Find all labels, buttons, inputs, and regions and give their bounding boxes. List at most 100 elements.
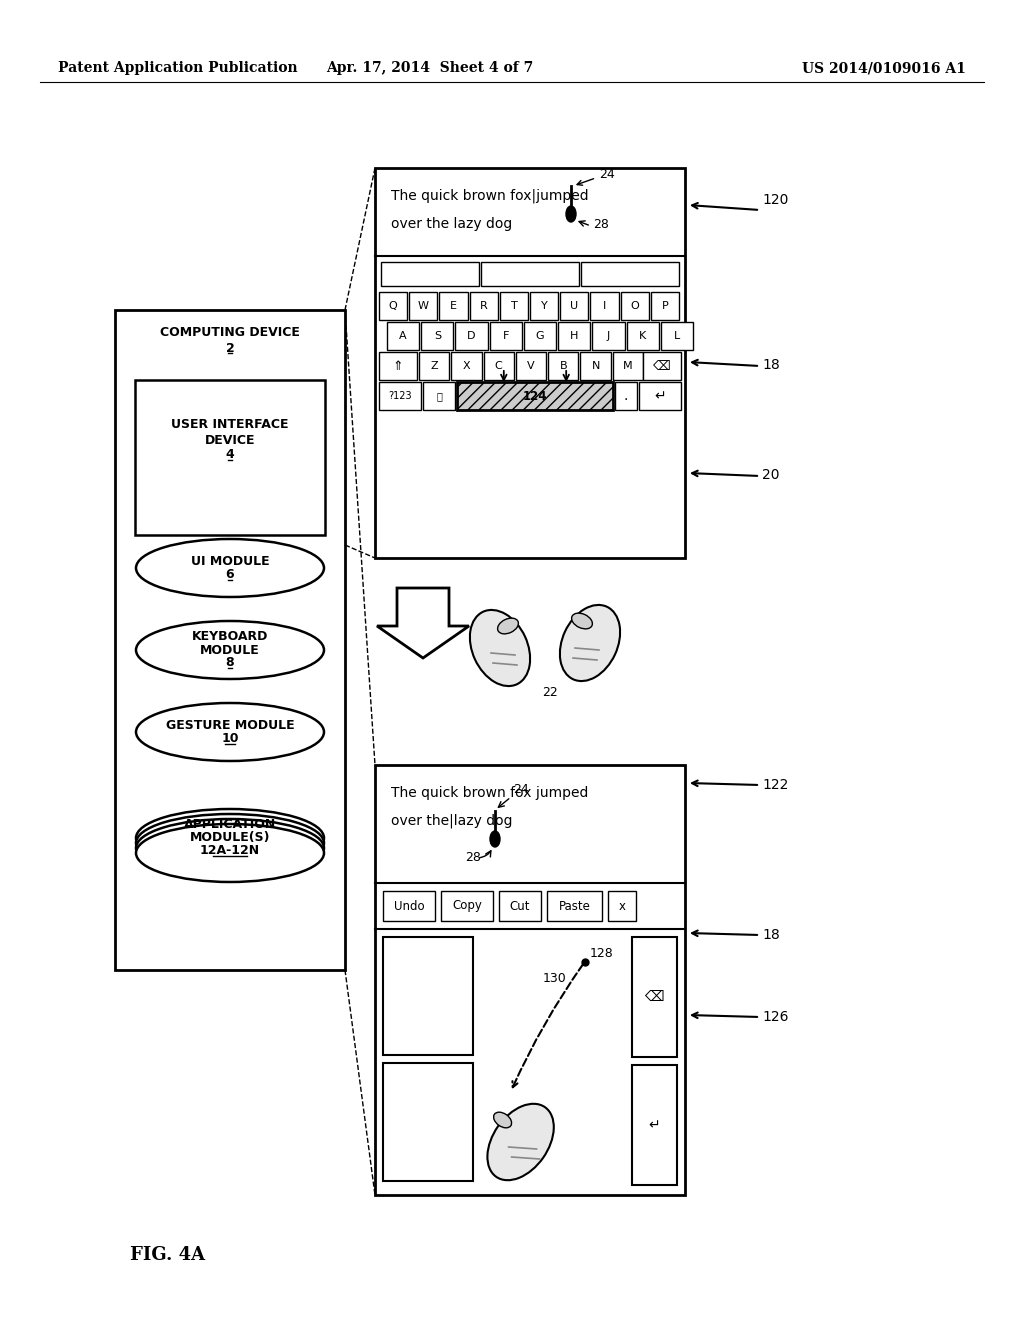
Text: 128: 128: [590, 946, 613, 960]
Text: Q: Q: [389, 301, 397, 312]
Ellipse shape: [136, 620, 324, 678]
Text: 10: 10: [221, 733, 239, 744]
Text: over the lazy dog: over the lazy dog: [391, 216, 512, 231]
Bar: [483, 352, 514, 380]
Bar: [379, 292, 408, 319]
Bar: [621, 292, 649, 319]
Bar: [547, 891, 602, 921]
Bar: [379, 381, 421, 411]
Bar: [500, 292, 528, 319]
Text: over the|lazy dog: over the|lazy dog: [391, 813, 512, 828]
Text: FIG. 4A: FIG. 4A: [130, 1246, 205, 1265]
Text: V: V: [527, 360, 535, 371]
Text: 122: 122: [762, 777, 788, 792]
Text: A: A: [399, 331, 407, 341]
Bar: [423, 381, 455, 411]
Bar: [660, 322, 693, 350]
Bar: [499, 891, 541, 921]
Text: GESTURE MODULE: GESTURE MODULE: [166, 719, 294, 733]
Text: Apr. 17, 2014  Sheet 4 of 7: Apr. 17, 2014 Sheet 4 of 7: [327, 61, 534, 75]
Text: Patent Application Publication: Patent Application Publication: [58, 61, 298, 75]
Bar: [608, 891, 636, 921]
Text: 12A-12N: 12A-12N: [200, 845, 260, 858]
Text: Undo: Undo: [393, 899, 424, 912]
Bar: [470, 292, 498, 319]
Text: 🎤: 🎤: [436, 391, 442, 401]
Ellipse shape: [571, 612, 593, 628]
Text: USER INTERFACE: USER INTERFACE: [171, 418, 289, 432]
Bar: [115, 310, 345, 970]
Text: O: O: [631, 301, 639, 312]
Bar: [581, 352, 610, 380]
Text: 6: 6: [225, 568, 234, 581]
Bar: [516, 352, 546, 380]
Text: ⇑: ⇑: [393, 359, 403, 372]
Bar: [379, 352, 417, 380]
Bar: [375, 168, 685, 558]
Bar: [439, 292, 468, 319]
Ellipse shape: [566, 206, 575, 222]
Text: Copy: Copy: [452, 899, 482, 912]
Ellipse shape: [490, 832, 500, 847]
Text: 18: 18: [762, 358, 779, 372]
Text: 28: 28: [465, 851, 481, 865]
Ellipse shape: [494, 1113, 512, 1127]
Text: Y: Y: [541, 301, 548, 312]
Text: 120: 120: [762, 193, 788, 207]
Ellipse shape: [487, 1104, 554, 1180]
Text: U: U: [570, 301, 579, 312]
Text: ↵: ↵: [654, 389, 666, 403]
Ellipse shape: [136, 539, 324, 597]
Text: C: C: [495, 360, 503, 371]
Text: X: X: [463, 360, 470, 371]
Bar: [383, 891, 435, 921]
Ellipse shape: [136, 824, 324, 882]
Polygon shape: [377, 587, 469, 657]
Text: ⌫: ⌫: [653, 359, 671, 372]
Bar: [558, 322, 590, 350]
Bar: [457, 381, 613, 411]
Text: J: J: [607, 331, 610, 341]
Text: 4: 4: [225, 449, 234, 462]
Ellipse shape: [470, 610, 530, 686]
Bar: [643, 352, 681, 380]
Text: ?123: ?123: [388, 391, 412, 401]
Ellipse shape: [498, 618, 518, 634]
Bar: [612, 352, 643, 380]
Bar: [452, 352, 481, 380]
Bar: [489, 322, 522, 350]
Text: The quick brown fox|jumped: The quick brown fox|jumped: [391, 189, 589, 203]
Text: ⌫: ⌫: [644, 990, 664, 1005]
Text: .: .: [624, 389, 628, 403]
Bar: [627, 322, 658, 350]
Text: x: x: [618, 899, 626, 912]
Bar: [387, 322, 419, 350]
Text: S: S: [434, 331, 441, 341]
Text: Z: Z: [430, 360, 438, 371]
Bar: [530, 292, 558, 319]
Ellipse shape: [136, 809, 324, 867]
Text: UI MODULE: UI MODULE: [190, 554, 269, 568]
Text: I: I: [603, 301, 606, 312]
Bar: [632, 937, 677, 1057]
Bar: [421, 322, 454, 350]
Text: T: T: [511, 301, 517, 312]
Text: APPLICATION: APPLICATION: [184, 818, 276, 832]
Text: 124: 124: [522, 389, 547, 403]
Text: R: R: [480, 301, 487, 312]
Bar: [560, 292, 589, 319]
Bar: [591, 292, 618, 319]
Bar: [383, 937, 473, 1055]
Bar: [481, 261, 579, 286]
Text: N: N: [592, 360, 600, 371]
Text: MODULE: MODULE: [200, 644, 260, 656]
Text: E: E: [450, 301, 457, 312]
Text: P: P: [662, 301, 669, 312]
Bar: [581, 261, 679, 286]
Text: 126: 126: [762, 1010, 788, 1024]
Ellipse shape: [136, 814, 324, 873]
Text: The quick brown fox jumped: The quick brown fox jumped: [391, 785, 589, 800]
Text: ↵: ↵: [648, 1118, 659, 1133]
Bar: [524, 322, 556, 350]
Bar: [410, 292, 437, 319]
